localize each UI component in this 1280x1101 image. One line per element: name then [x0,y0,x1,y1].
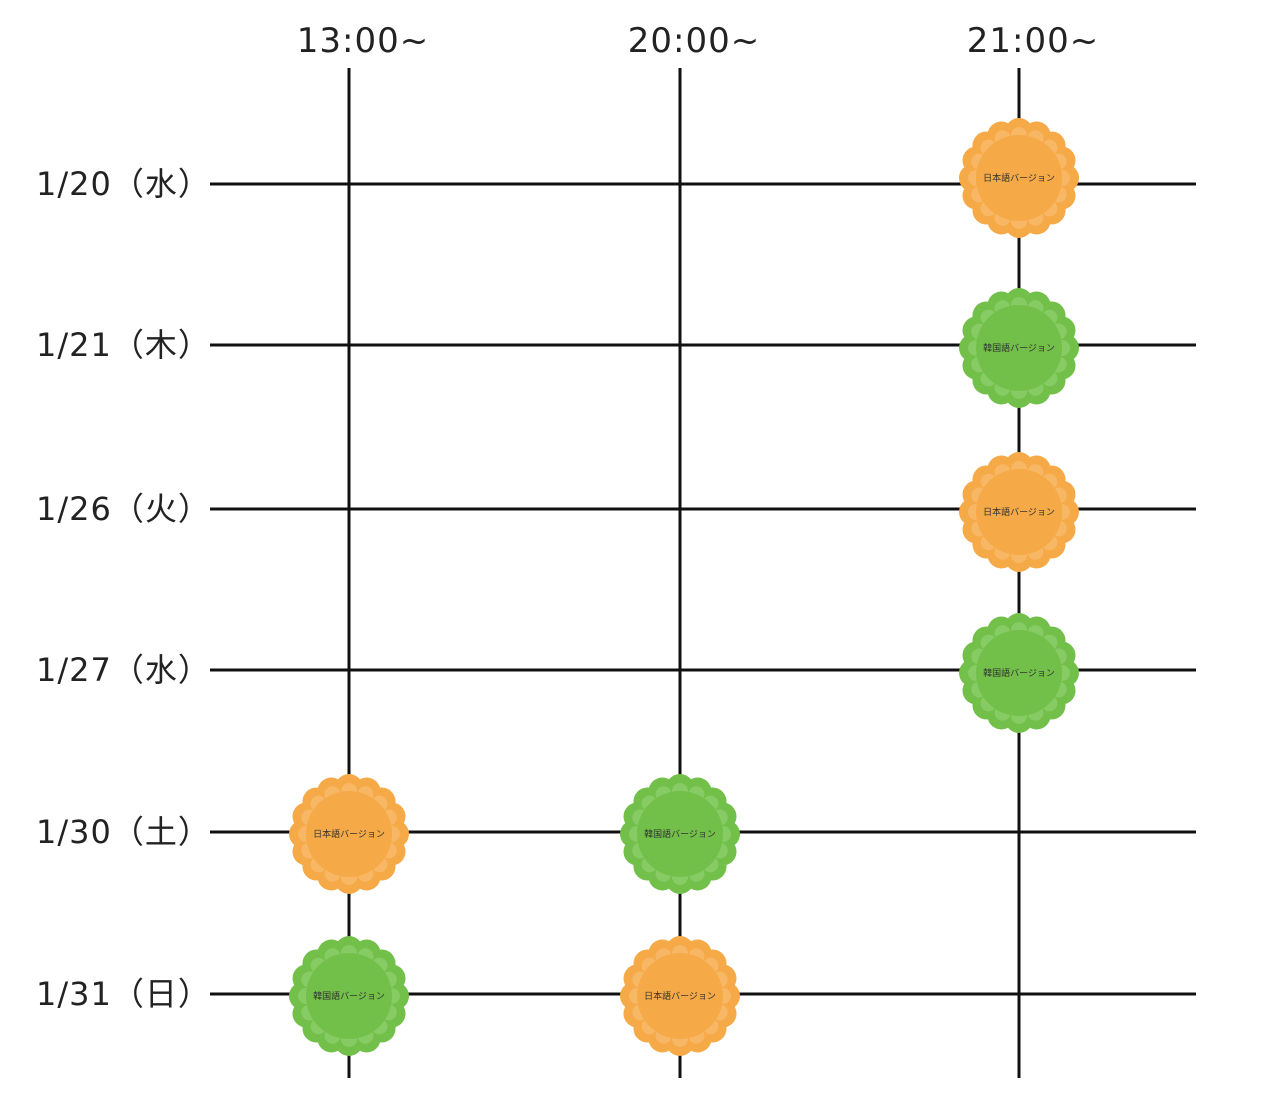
badge-version-label: 日本語バージョン [983,172,1055,184]
korean-version-badge: 韓国語バージョン [959,288,1079,408]
badge-version-label: 日本語バージョン [313,828,385,840]
japanese-version-badge: 日本語バージョン [959,118,1079,238]
korean-version-badge: 韓国語バージョン [289,936,409,1056]
badge-version-label: 日本語バージョン [983,506,1055,518]
session-badges: 日本語バージョン韓国語バージョン日本語バージョン韓国語バージョン日本語バージョン… [289,118,1079,1056]
badge-version-label: 韓国語バージョン [644,828,716,840]
badge-version-label: 韓国語バージョン [313,990,385,1002]
row-date-label: 1/20（水） [36,165,211,203]
korean-version-badge: 韓国語バージョン [959,613,1079,733]
badge-version-label: 韓国語バージョン [983,342,1055,354]
row-date-label: 1/31（日） [36,975,211,1013]
column-headers: 13:00~ 20:00~ 21:00~ [297,21,1099,61]
badge-version-label: 日本語バージョン [644,990,716,1002]
column-header: 20:00~ [628,21,760,61]
row-labels: 1/20（水） 1/21（木） 1/26（火） 1/27（水） 1/30（土） 1/31（… [36,165,211,1013]
badge-version-label: 韓国語バージョン [983,667,1055,679]
japanese-version-badge: 日本語バージョン [959,452,1079,572]
row-date-label: 1/30（土） [36,813,211,851]
column-header: 13:00~ [297,21,429,61]
row-date-label: 1/26（火） [36,490,211,528]
row-date-label: 1/27（水） [36,651,211,689]
row-date-label: 1/21（木） [36,326,211,364]
korean-version-badge: 韓国語バージョン [620,774,740,894]
japanese-version-badge: 日本語バージョン [289,774,409,894]
column-header: 21:00~ [967,21,1099,61]
japanese-version-badge: 日本語バージョン [620,936,740,1056]
